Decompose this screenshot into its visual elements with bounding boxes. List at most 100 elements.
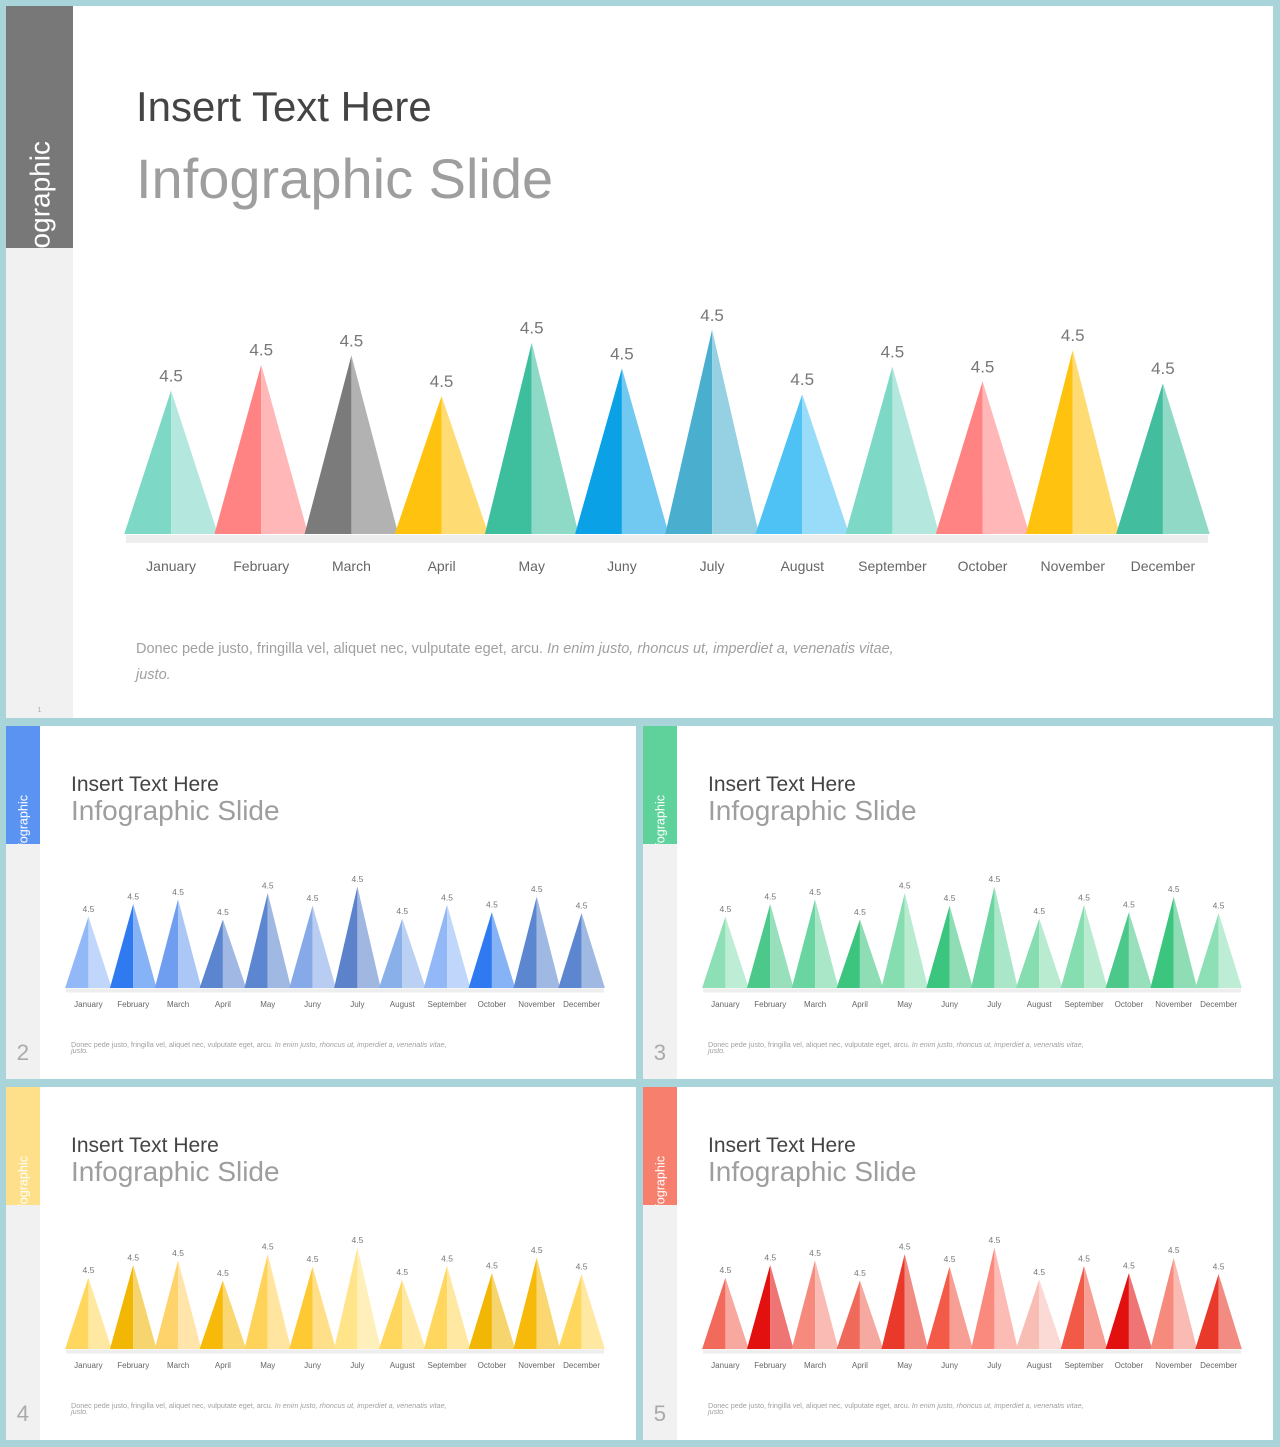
triangle-august-right [402,1279,426,1349]
triangle-march-left [791,899,816,988]
data-label: 4.5 [172,1248,184,1258]
data-label: 4.5 [83,904,95,914]
slide-number: 1 [37,707,42,714]
triangle-october-right [982,381,1030,534]
triangle-september-left [423,904,448,988]
triangle-november-right [1173,896,1198,988]
month-label: February [754,1000,786,1009]
triangle-november-right [1072,350,1120,534]
data-label: 4.5 [352,1235,364,1245]
month-label: Juny [304,1361,321,1370]
triangle-juny-right [312,1266,336,1349]
data-label: 4.5 [790,370,814,389]
month-label: March [167,1361,189,1370]
triangle-april-right [222,919,247,988]
data-label: 4.5 [217,907,229,917]
triangle-juny-left [575,368,622,534]
data-label: 4.5 [441,1253,453,1263]
triangle-january-right [88,1277,112,1349]
month-label: November [1155,1361,1192,1370]
slide-1[interactable]: Ifographic 1 Insert Text Here Infographic S… [6,6,1273,718]
data-label: 4.5 [172,887,184,897]
data-label: 4.5 [396,906,408,916]
triangle-juny-left [926,1266,950,1349]
data-label: 4.5 [989,874,1001,884]
description-italic: In enim justo, rhoncus ut, imperdiet a, … [708,1401,1084,1417]
slide-3[interactable]: Ifographic 3 Insert Text Here Infographic S… [643,726,1273,1079]
month-label: April [215,1000,231,1009]
month-label: September [1065,1000,1104,1009]
data-label: 4.5 [1033,906,1045,916]
data-label: 4.5 [576,901,588,911]
month-label: December [1200,1000,1237,1009]
data-label: 4.5 [764,1252,776,1262]
data-label: 4.5 [610,344,634,363]
slide-2[interactable]: Ifographic 2 Insert Text Here Infographic S… [6,726,636,1079]
month-label: July [700,558,725,574]
month-label: January [711,1361,739,1370]
month-label: July [987,1000,1001,1009]
triangle-february-left [109,1264,134,1349]
triangle-december-left [558,912,582,988]
triangle-november-left [513,896,537,988]
slide-subtitle: Infographic Slide [71,795,280,826]
data-label: 4.5 [1061,326,1085,345]
description-text: Donec pede justo, fringilla vel, aliquet… [71,1401,462,1417]
month-label: December [1200,1361,1237,1370]
month-label: September [858,558,927,574]
month-label: October [958,558,1008,574]
triangle-april-left [394,396,442,534]
triangle-may-left [881,1253,905,1349]
month-label: November [1155,1000,1192,1009]
month-label: August [780,558,824,574]
chart-baseline [703,1349,1241,1354]
triangle-october-left [1105,1273,1129,1349]
data-label: 4.5 [127,1252,139,1262]
month-label: September [1065,1361,1104,1370]
data-label: 4.5 [1168,884,1180,894]
month-label: Juny [607,558,637,574]
month-label: October [1115,1361,1144,1370]
month-label: July [350,1000,364,1009]
triangle-february-right [770,903,794,988]
data-label: 4.5 [531,1245,543,1255]
triangle-july-left [971,1247,995,1349]
triangle-august-left [378,918,403,988]
side-tab-lower [643,844,677,1079]
month-label: March [804,1361,826,1370]
triangle-december-left [1116,383,1163,534]
data-label: 4.5 [1213,1262,1225,1272]
triangle-november-left [513,1257,537,1349]
slide-4[interactable]: Ifographic 4 Insert Text Here Infographic S… [6,1087,636,1440]
chart-baseline [66,988,604,993]
side-tab-lower [6,1205,40,1440]
month-label: October [478,1000,507,1009]
triangle-juny-left [289,905,313,988]
slide-5[interactable]: Ifographic 5 Insert Text Here Infographic S… [643,1087,1273,1440]
triangle-august-left [755,394,803,534]
month-label: December [563,1000,600,1009]
triangle-may-left [484,342,532,534]
description-text: Donec pede justo, fringilla vel, aliquet… [71,1041,462,1055]
description-italic: In enim justo, rhoncus ut, imperdiet a, … [708,1040,1084,1056]
triangle-july-right [994,886,1018,988]
month-label: September [428,1000,467,1009]
triangle-october-left [1105,912,1129,988]
triangle-juny-right [949,905,973,988]
triangle-august-right [402,918,426,988]
description-plain: Donec pede justo, fringilla vel, aliquet… [136,641,548,657]
data-label: 4.5 [1033,1267,1045,1277]
slide-title: Insert Text Here [71,773,219,797]
triangle-january-left [702,1277,726,1349]
triangle-march-left [154,899,179,988]
triangle-april-right [859,919,884,988]
data-label: 4.5 [486,900,498,910]
data-label: 4.5 [899,1241,911,1251]
triangle-april-left [199,919,223,988]
description-italic: In enim justo, rhoncus ut, imperdiet a, … [71,1401,447,1417]
triangle-july-right [357,886,381,988]
data-label: 4.5 [899,880,911,890]
triangle-july-right [994,1247,1018,1349]
triangle-february-left [746,903,771,988]
data-label: 4.5 [989,1235,1001,1245]
